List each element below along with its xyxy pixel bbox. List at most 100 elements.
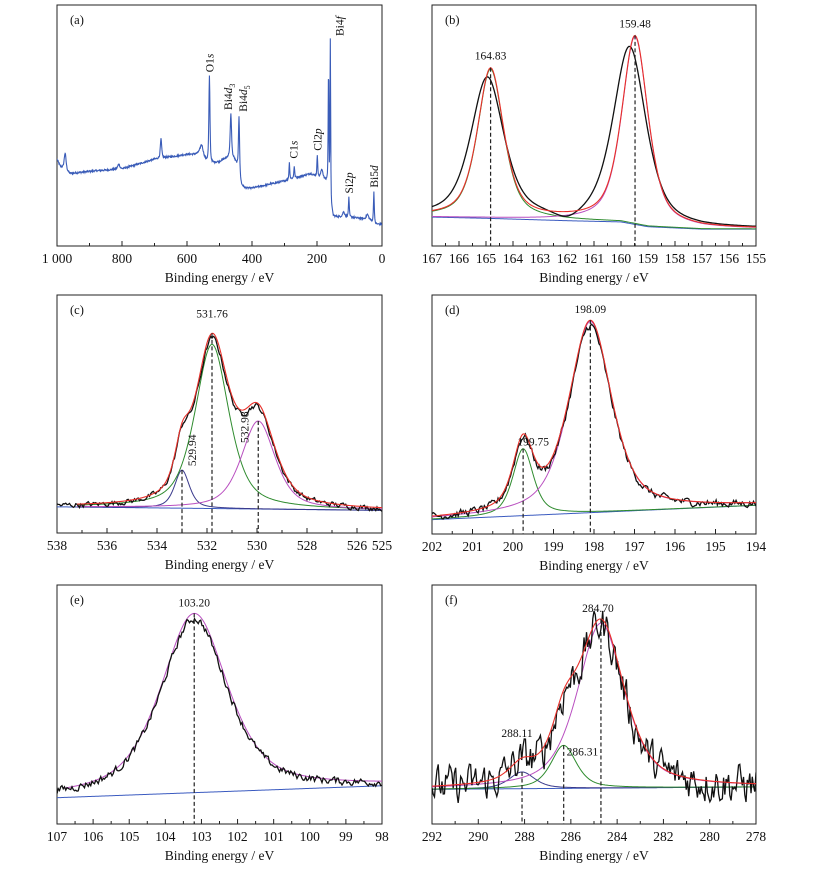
x-tick-label: 103 — [191, 829, 212, 844]
x-tick-label: 99 — [339, 829, 353, 844]
peak-label-element: Bi4 — [238, 95, 250, 112]
component-peak-line — [76, 343, 382, 510]
plot-frame — [56, 4, 383, 247]
peak-label: Cl2p — [312, 128, 324, 151]
peak-label-orbital: p — [344, 172, 356, 179]
x-tick-label: 200 — [307, 251, 328, 266]
envelope-fit-line — [432, 34, 756, 228]
x-tick-label: 158 — [665, 251, 686, 266]
x-tick-label: 199 — [543, 539, 564, 554]
panel-label: (d) — [445, 303, 460, 317]
x-tick-label: 532 — [197, 538, 217, 553]
component-peak-line — [432, 622, 756, 788]
peak-label: Bi4d5 — [238, 85, 252, 111]
x-tick-label: 200 — [503, 539, 524, 554]
x-tick-label: 536 — [97, 538, 118, 553]
peak-position-label: 284.70 — [582, 603, 614, 615]
x-tick-label: 166 — [449, 251, 470, 266]
x-tick-label: 100 — [300, 829, 321, 844]
peak-label-subscript: 3 — [228, 84, 237, 88]
peak-position-label: 103.20 — [178, 597, 210, 609]
x-tick-label: 202 — [422, 539, 442, 554]
x-tick-label: 526 — [347, 538, 368, 553]
x-tick-label: 194 — [746, 539, 767, 554]
x-tick-label: 197 — [624, 539, 645, 554]
x-tick-label: 104 — [155, 829, 176, 844]
peak-label-element: O1 — [204, 58, 216, 72]
chart-panel-e: 107 106 105 104 103 102 101 100 99 98 Binding ener… — [47, 584, 389, 863]
peak-position-label: 531.76 — [196, 308, 228, 320]
component-peak-line — [64, 612, 382, 789]
measured-spectrum-line — [432, 45, 756, 227]
x-tick-label: 155 — [746, 251, 767, 266]
x-tick-label: 400 — [242, 251, 263, 266]
plot-area — [57, 332, 382, 512]
plot-area — [432, 34, 756, 230]
peak-label-element: Cl2 — [312, 134, 324, 151]
x-tick-label: 530 — [247, 538, 268, 553]
component-peak-line — [432, 448, 756, 520]
peak-label: Bi4f — [334, 14, 346, 36]
x-tick-label: 195 — [705, 539, 726, 554]
x-tick-label: 525 — [372, 538, 393, 553]
x-tick-label: 162 — [557, 251, 577, 266]
x-tick-label: 278 — [746, 829, 767, 844]
peak-label: Bi5d — [369, 165, 381, 188]
plot-frame — [56, 294, 383, 534]
measured-spectrum-line — [432, 323, 756, 520]
x-axis-title: Binding energy / eV — [165, 557, 275, 572]
plot-area — [432, 319, 756, 521]
x-tick-label: 102 — [227, 829, 247, 844]
envelope-fit-line — [432, 319, 756, 517]
x-tick-label: 284 — [607, 829, 628, 844]
component-peak-line — [432, 320, 756, 518]
x-tick-label: 163 — [530, 251, 551, 266]
x-tick-label: 98 — [375, 829, 389, 844]
peak-label-orbital: s — [204, 53, 216, 58]
x-axis-title: Binding energy / eV — [165, 270, 275, 285]
x-axis-title: Binding energy / eV — [539, 558, 649, 573]
x-tick-label: 288 — [514, 829, 535, 844]
panel-label: (c) — [70, 303, 84, 317]
envelope-fit-line — [76, 332, 382, 509]
peak-label-orbital: d — [238, 89, 250, 95]
plot-frame — [56, 584, 383, 825]
x-tick-label: 538 — [47, 538, 68, 553]
peak-label-element: C1 — [288, 145, 300, 159]
x-tick-label: 534 — [147, 538, 168, 553]
chart-panel-a: 1 000 800 600 400 200 0 Binding energy / eV (a)… — [42, 4, 386, 285]
peak-label-element: Bi4 — [223, 93, 235, 110]
x-tick-label: 159 — [638, 251, 659, 266]
x-tick-label: 160 — [611, 251, 632, 266]
peak-position-label: 286.31 — [567, 746, 599, 758]
x-tick-label: 107 — [47, 829, 68, 844]
peak-position-label: 529.94 — [187, 434, 199, 466]
peak-label: Bi4d3 — [223, 84, 237, 110]
peak-label-orbital: d — [223, 87, 235, 93]
x-tick-label: 167 — [422, 251, 443, 266]
plot-area — [57, 38, 382, 227]
x-tick-label: 282 — [653, 829, 673, 844]
plot-area — [57, 612, 382, 799]
x-tick-label: 157 — [692, 251, 713, 266]
survey-spectrum-line — [57, 38, 382, 227]
x-axis-title: Binding energy / eV — [165, 848, 275, 863]
peak-position-label: 198.09 — [575, 304, 607, 316]
x-tick-label: 156 — [719, 251, 740, 266]
panel-label: (a) — [70, 13, 84, 27]
peak-label-orbital: p — [312, 128, 324, 135]
envelope-fit-line — [432, 618, 756, 787]
x-tick-label: 105 — [119, 829, 140, 844]
peak-position-label: 199.75 — [517, 437, 549, 449]
measured-spectrum-line — [57, 617, 382, 794]
plot-area — [432, 610, 756, 804]
x-tick-label: 196 — [665, 539, 686, 554]
peak-label: C1s — [288, 140, 300, 158]
peak-label: Si2p — [344, 172, 356, 193]
peak-position-label: 159.48 — [619, 18, 651, 30]
peak-position-label: 164.83 — [475, 51, 507, 63]
x-tick-label: 0 — [379, 251, 386, 266]
x-tick-label: 1 000 — [42, 251, 73, 266]
chart-panel-d: 202 201 200 199 198 197 196 195 194 Binding energ… — [422, 294, 767, 573]
